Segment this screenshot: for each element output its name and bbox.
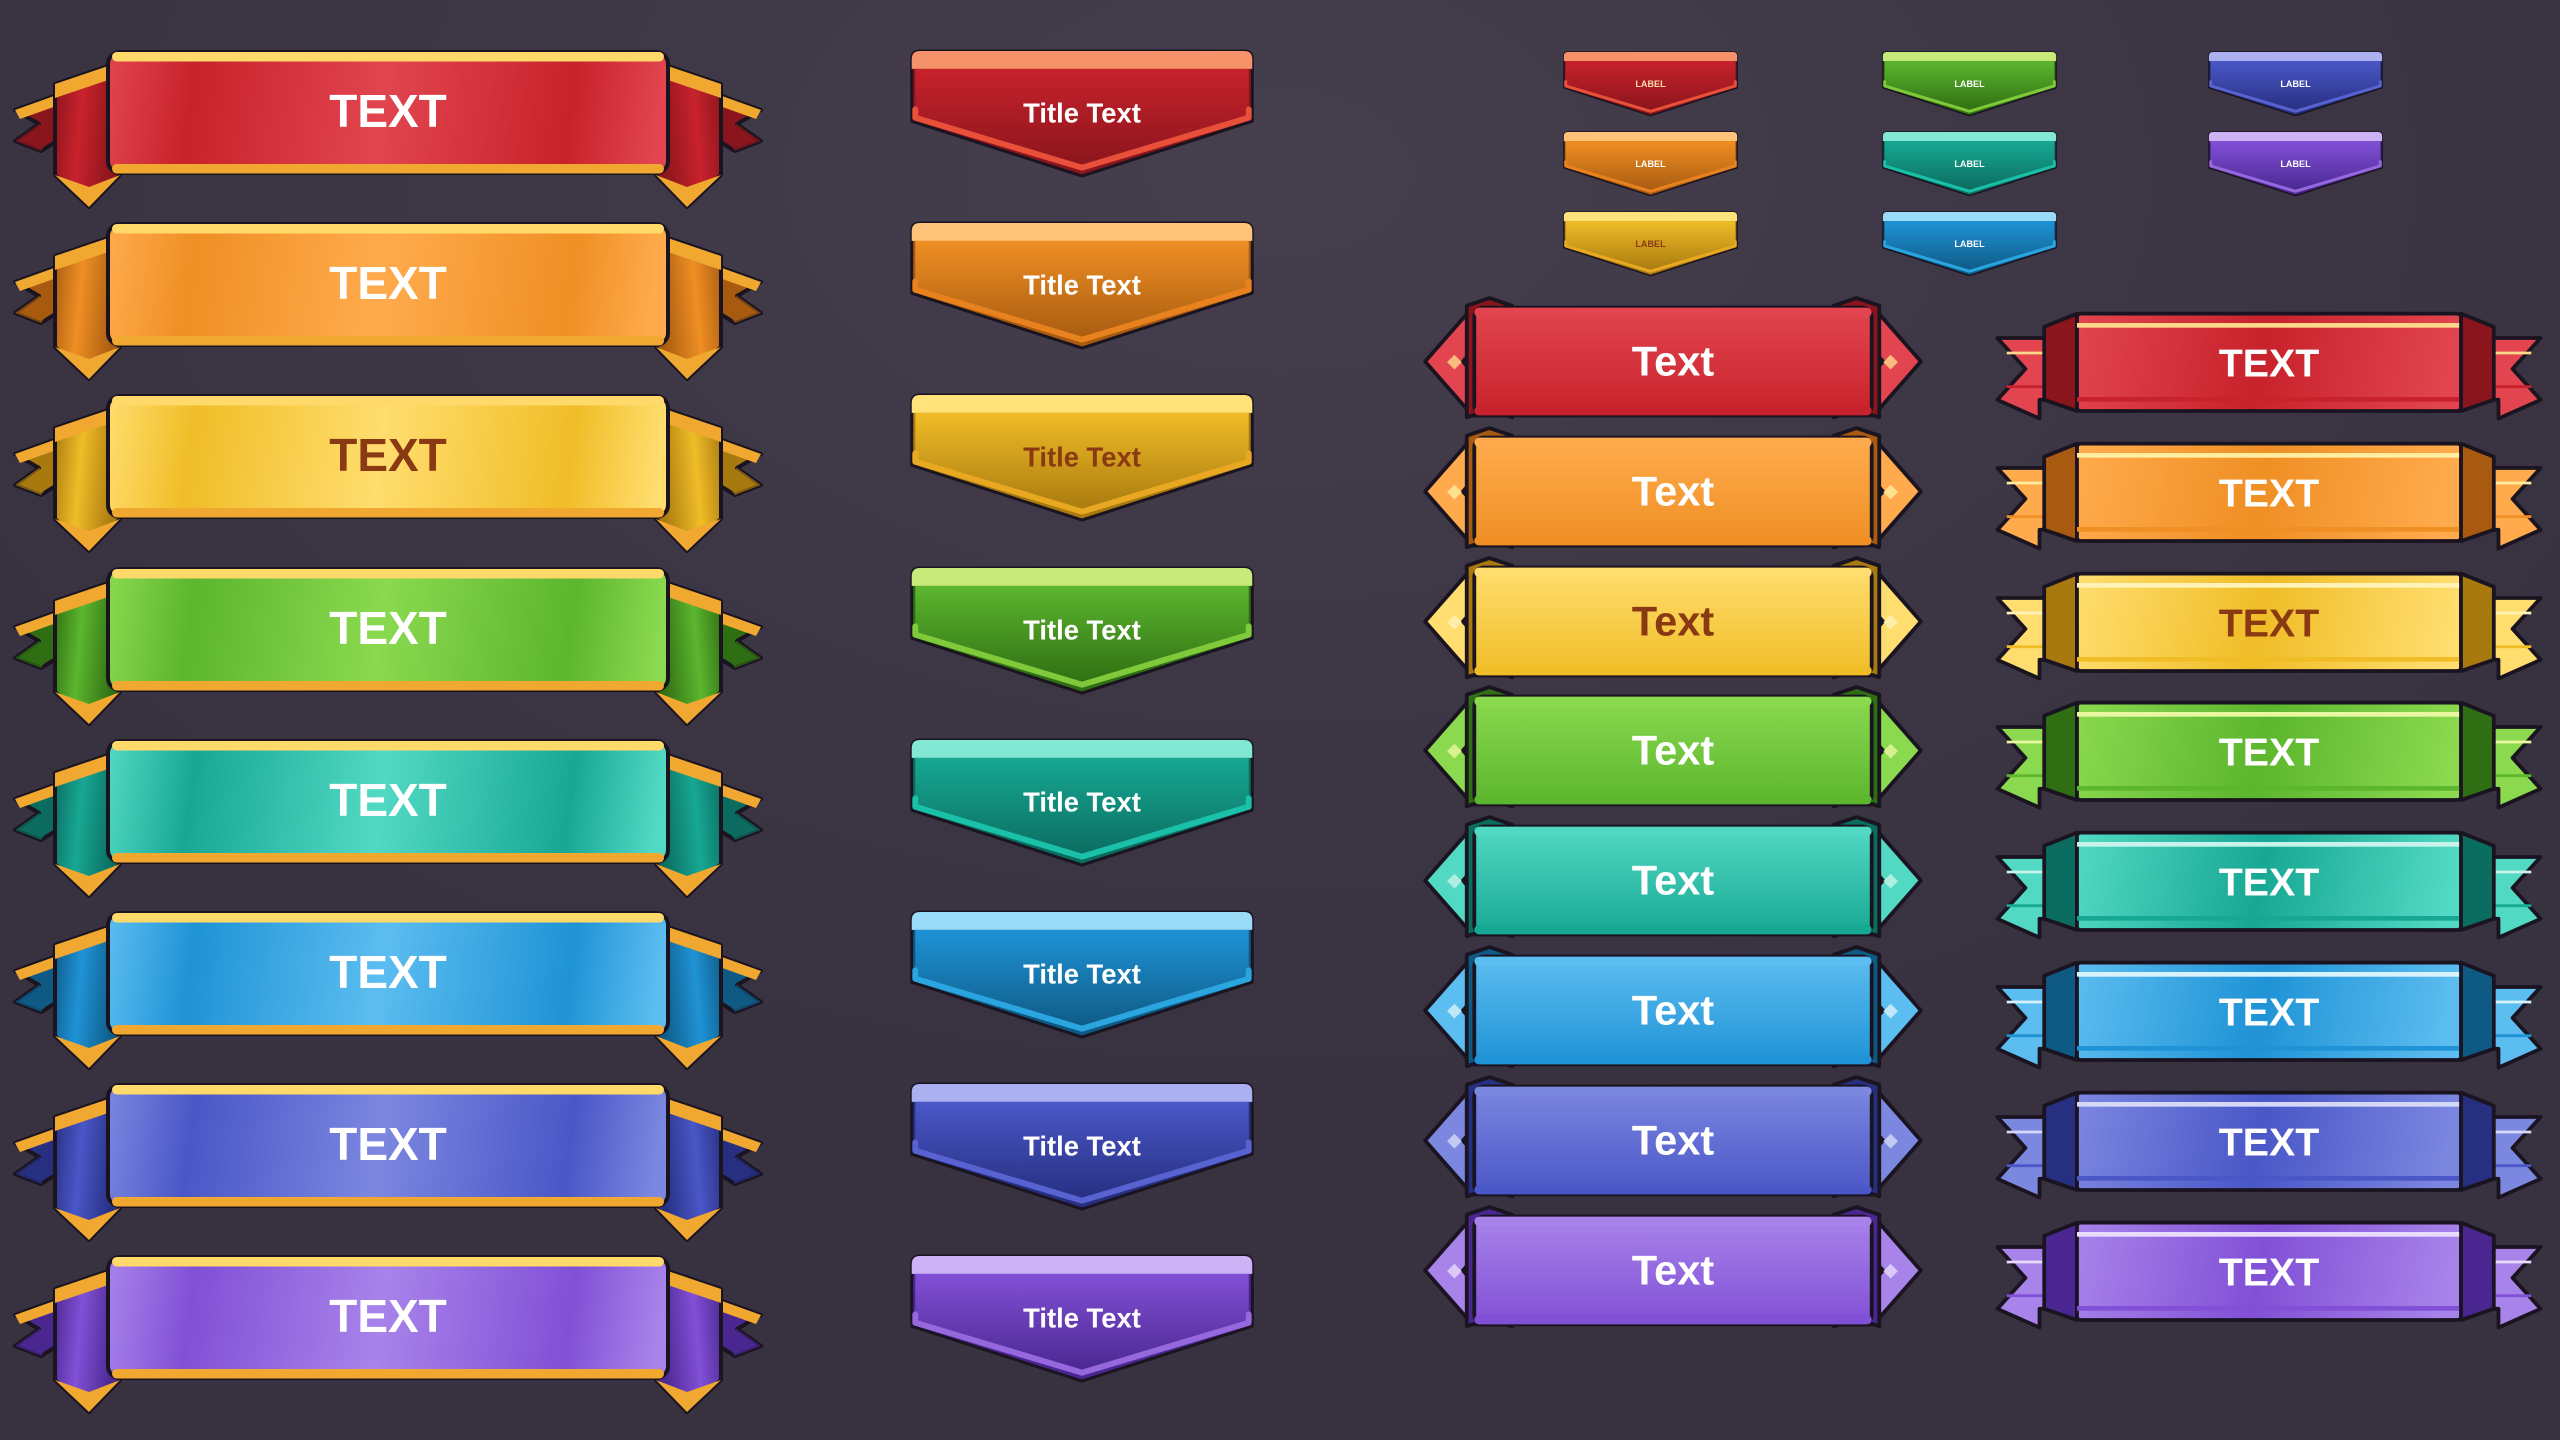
svg-text:Text: Text bbox=[1632, 597, 1715, 644]
svg-text:Title Text: Title Text bbox=[1023, 270, 1141, 301]
svg-text:TEXT: TEXT bbox=[329, 602, 447, 654]
svg-text:TEXT: TEXT bbox=[329, 85, 447, 137]
svg-text:LABEL: LABEL bbox=[1954, 159, 1985, 169]
svg-text:Text: Text bbox=[1632, 467, 1715, 514]
svg-text:Title Text: Title Text bbox=[1023, 959, 1141, 990]
svg-text:TEXT: TEXT bbox=[2219, 990, 2320, 1034]
svg-text:LABEL: LABEL bbox=[1635, 79, 1666, 89]
svg-text:TEXT: TEXT bbox=[329, 946, 447, 998]
svg-text:TEXT: TEXT bbox=[2219, 471, 2320, 515]
svg-text:TEXT: TEXT bbox=[2219, 1250, 2320, 1294]
svg-text:Title Text: Title Text bbox=[1023, 1131, 1141, 1162]
svg-text:Text: Text bbox=[1632, 857, 1715, 904]
svg-text:LABEL: LABEL bbox=[1954, 79, 1985, 89]
svg-text:TEXT: TEXT bbox=[2219, 731, 2320, 775]
svg-text:LABEL: LABEL bbox=[2280, 79, 2311, 89]
svg-text:TEXT: TEXT bbox=[2219, 601, 2320, 645]
svg-text:TEXT: TEXT bbox=[2219, 341, 2320, 385]
svg-text:Text: Text bbox=[1632, 1116, 1715, 1163]
svg-text:Title Text: Title Text bbox=[1023, 1303, 1141, 1334]
svg-text:Text: Text bbox=[1632, 727, 1715, 774]
svg-text:TEXT: TEXT bbox=[329, 1118, 447, 1170]
svg-text:TEXT: TEXT bbox=[329, 774, 447, 826]
svg-text:Title Text: Title Text bbox=[1023, 614, 1141, 645]
svg-text:Text: Text bbox=[1632, 1246, 1715, 1293]
svg-text:Text: Text bbox=[1632, 986, 1715, 1033]
svg-text:TEXT: TEXT bbox=[329, 257, 447, 309]
svg-text:TEXT: TEXT bbox=[329, 430, 447, 482]
svg-text:Title Text: Title Text bbox=[1023, 98, 1141, 129]
svg-text:LABEL: LABEL bbox=[2280, 159, 2311, 169]
svg-text:LABEL: LABEL bbox=[1635, 159, 1666, 169]
svg-text:LABEL: LABEL bbox=[1635, 239, 1666, 249]
svg-text:LABEL: LABEL bbox=[1954, 239, 1985, 249]
svg-text:Text: Text bbox=[1632, 337, 1715, 384]
svg-text:TEXT: TEXT bbox=[2219, 861, 2320, 905]
svg-text:TEXT: TEXT bbox=[329, 1291, 447, 1343]
svg-text:Title Text: Title Text bbox=[1023, 442, 1141, 473]
svg-text:Title Text: Title Text bbox=[1023, 786, 1141, 817]
svg-text:TEXT: TEXT bbox=[2219, 1120, 2320, 1164]
